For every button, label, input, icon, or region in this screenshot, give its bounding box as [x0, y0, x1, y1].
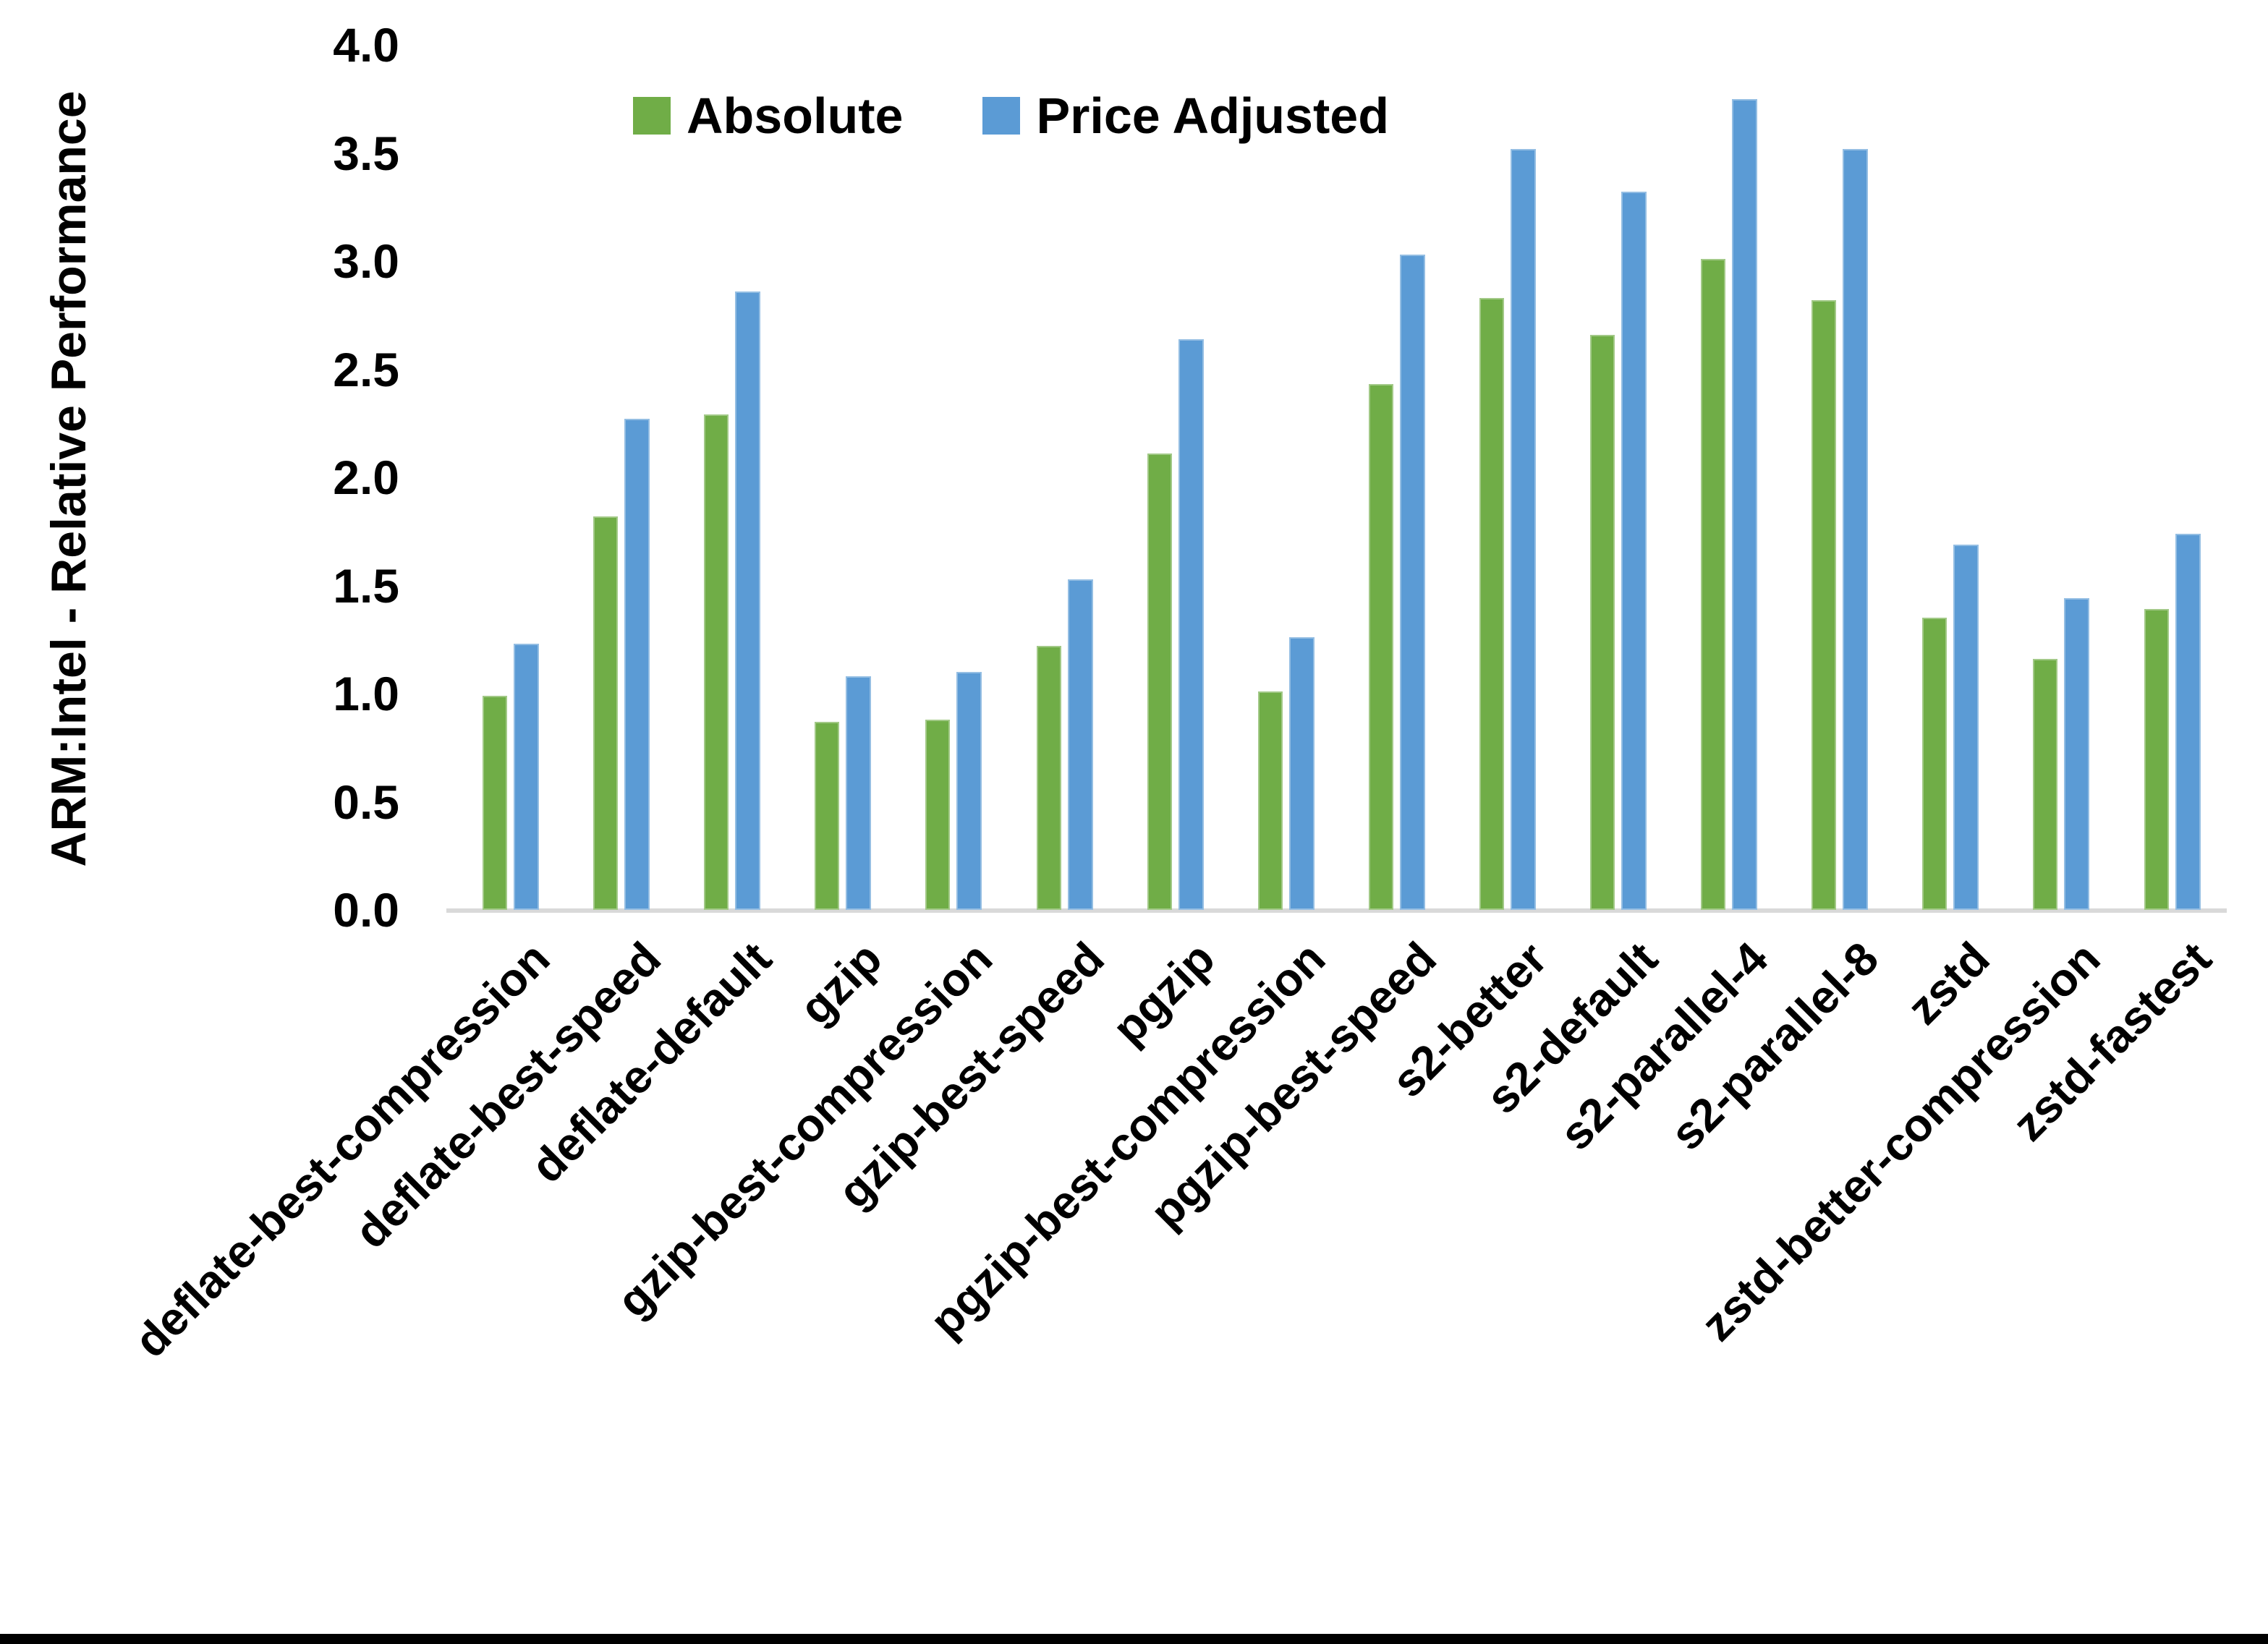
bar-absolute-deflate-default: [704, 414, 729, 910]
bar-absolute-gzip: [815, 722, 839, 910]
y-tick-label: 2.5: [333, 342, 399, 396]
bar-absolute-pgzip-best-compression: [1258, 691, 1283, 910]
bar-price-adjusted-zstd-better-compression: [2064, 598, 2089, 910]
legend-item-price-adjusted: Price Adjusted: [982, 90, 1389, 142]
legend: Absolute Price Adjusted: [633, 90, 1389, 142]
bar-absolute-s2-better: [1479, 298, 1504, 910]
y-axis-title: ARM:Intel - Relative Performance: [41, 90, 96, 867]
bar-price-adjusted-s2-parallel-4: [1732, 99, 1757, 910]
bar-price-adjusted-gzip-best-speed: [1068, 579, 1093, 910]
bar-price-adjusted-s2-parallel-8: [1843, 149, 1868, 910]
bar-absolute-zstd: [1922, 618, 1947, 910]
bar-price-adjusted-pgzip-best-speed: [1400, 255, 1425, 910]
x-axis-line: [446, 908, 2227, 913]
bar-absolute-zstd-better-compression: [2033, 659, 2057, 910]
plot-area: [446, 45, 2227, 913]
bar-price-adjusted-zstd-fastest: [2175, 534, 2201, 910]
y-tick-label: 1.0: [333, 667, 399, 720]
bar-price-adjusted-pgzip: [1178, 339, 1204, 910]
x-category-label: deflate-best-compression: [124, 932, 560, 1368]
bar-absolute-s2-default: [1590, 335, 1615, 910]
legend-label-absolute: Absolute: [687, 88, 904, 144]
bar-price-adjusted-s2-better: [1511, 149, 1536, 910]
bar-price-adjusted-s2-default: [1621, 192, 1647, 910]
bar-absolute-deflate-best-compression: [483, 696, 507, 910]
y-tick-label: 4.0: [333, 18, 399, 72]
bar-absolute-gzip-best-speed: [1037, 646, 1061, 910]
bar-price-adjusted-deflate-default: [735, 291, 760, 910]
bar-absolute-pgzip-best-speed: [1369, 384, 1393, 910]
bar-absolute-s2-parallel-8: [1812, 300, 1836, 910]
bar-price-adjusted-gzip-best-compression: [956, 672, 982, 910]
y-tick-label: 3.5: [333, 126, 399, 180]
bar-price-adjusted-pgzip-best-compression: [1289, 637, 1314, 910]
y-tick-label: 0.0: [333, 883, 399, 937]
y-tick-label: 2.0: [333, 451, 399, 504]
bar-price-adjusted-deflate-best-compression: [514, 644, 539, 910]
legend-item-absolute: Absolute: [633, 90, 903, 142]
legend-swatch-price-adjusted: [982, 97, 1021, 135]
bar-absolute-zstd-fastest: [2144, 609, 2169, 910]
bar-absolute-deflate-best-speed: [593, 516, 618, 910]
legend-swatch-absolute: [633, 97, 671, 135]
y-tick-label: 3.0: [333, 234, 399, 288]
y-tick-label: 0.5: [333, 775, 399, 829]
bar-absolute-gzip-best-compression: [925, 720, 950, 910]
bar-absolute-pgzip: [1147, 453, 1172, 910]
y-tick-label: 1.5: [333, 558, 399, 613]
bar-price-adjusted-deflate-best-speed: [624, 419, 650, 910]
legend-label-price-adjusted: Price Adjusted: [1036, 88, 1389, 144]
bar-absolute-s2-parallel-4: [1701, 259, 1725, 910]
bar-price-adjusted-gzip: [846, 676, 871, 910]
bar-price-adjusted-zstd: [1953, 545, 1979, 910]
bottom-border: [0, 1634, 2268, 1644]
